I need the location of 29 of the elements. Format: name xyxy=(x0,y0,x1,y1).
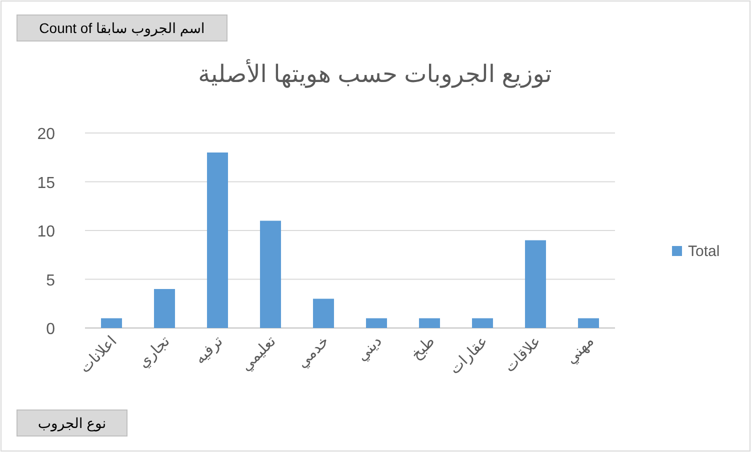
x-tick-label: علاقات xyxy=(501,332,544,376)
bar xyxy=(419,318,440,328)
x-tick-label: عقارات xyxy=(446,332,492,378)
bar xyxy=(578,318,599,328)
legend-label: Total xyxy=(688,243,720,260)
x-tick-label: ترفيه xyxy=(192,332,226,368)
bar xyxy=(260,220,281,328)
x-tick-label: خدمي xyxy=(294,332,332,372)
chart-title: توزيع الجروبات حسب هويتها الأصلية xyxy=(198,59,552,88)
text: Count of اسم الجروب سابقا xyxy=(39,20,205,37)
text: نوع الجروب xyxy=(38,415,106,432)
y-tick-label: 0 xyxy=(46,321,56,338)
y-tick-label: 5 xyxy=(46,272,56,290)
bar xyxy=(207,152,228,328)
y-tick-label: 15 xyxy=(37,174,56,192)
bar xyxy=(472,318,493,328)
x-tick-label: تجاري xyxy=(134,332,174,372)
bar xyxy=(525,240,546,328)
x-tick-label: ديني xyxy=(354,332,386,365)
x-tick-label: مهني xyxy=(562,332,598,368)
bar xyxy=(101,318,122,328)
x-tick-label: طبخ xyxy=(408,332,438,364)
bar xyxy=(154,289,175,328)
bar xyxy=(313,298,334,328)
x-tick-label: تعليمي xyxy=(238,332,280,375)
y-tick-label: 10 xyxy=(37,224,56,240)
x-tick-label: اعلانات xyxy=(76,332,120,377)
bar xyxy=(366,318,387,328)
y-tick-label: 20 xyxy=(37,126,56,143)
